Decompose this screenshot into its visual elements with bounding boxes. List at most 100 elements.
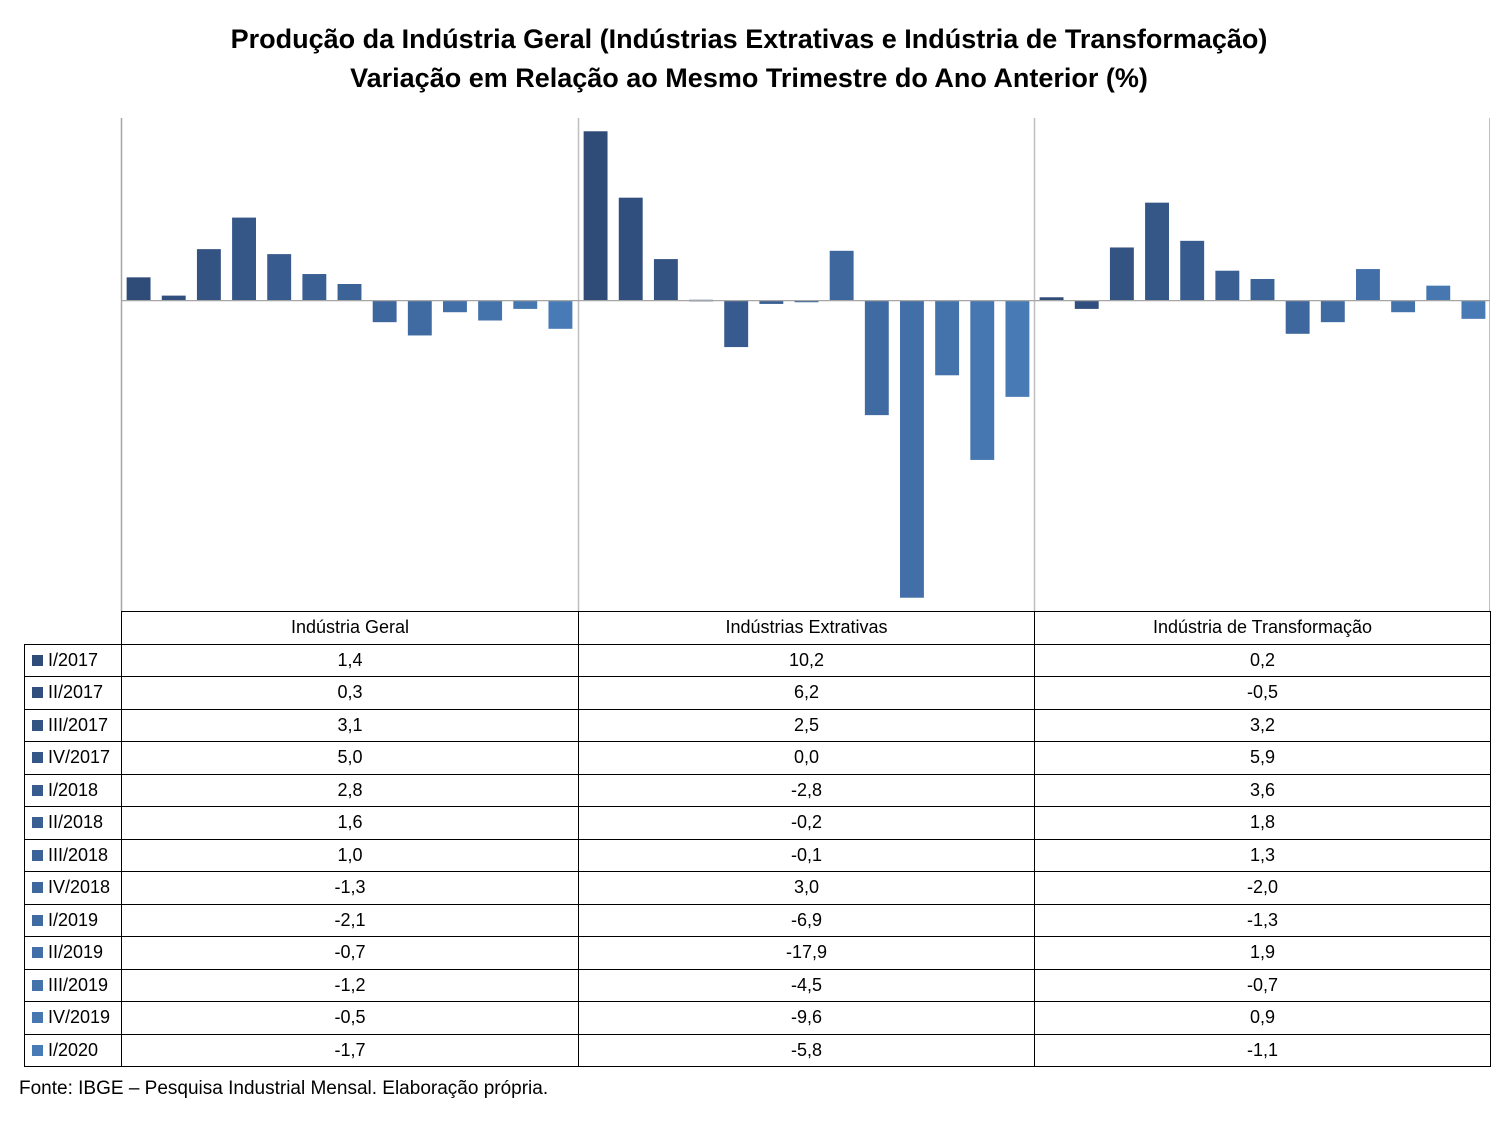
data-value-cell: 2,5 <box>578 708 1035 742</box>
bar <box>794 300 819 303</box>
bar <box>1005 300 1030 397</box>
legend-swatch <box>32 784 43 796</box>
bar <box>1320 300 1345 323</box>
category-label: Indústria Geral <box>121 611 579 645</box>
data-value-cell: -0,5 <box>1034 676 1491 710</box>
data-value-cell: -0,7 <box>1034 968 1491 1002</box>
legend-swatch <box>32 752 43 764</box>
series-legend-cell: IV/2019 <box>24 1001 122 1035</box>
data-value-cell: 5,9 <box>1034 741 1491 775</box>
series-legend-cell: II/2018 <box>24 806 122 840</box>
legend-swatch <box>32 654 43 666</box>
table-row: I/2017 1,4 10,2 0,2 <box>24 643 1491 677</box>
bar <box>759 300 784 304</box>
data-value-cell: 5,0 <box>121 741 579 775</box>
series-name: IV/2017 <box>48 747 111 768</box>
bar <box>583 131 608 301</box>
data-value-cell: 6,2 <box>578 676 1035 710</box>
table-corner-blank <box>24 611 122 645</box>
bar <box>935 300 960 376</box>
data-value-cell: -2,0 <box>1034 871 1491 905</box>
data-value-cell: -0,5 <box>121 1001 579 1035</box>
bar <box>161 295 186 301</box>
bar <box>196 249 221 301</box>
data-value-cell: -1,1 <box>1034 1033 1491 1067</box>
legend-swatch <box>32 817 43 829</box>
bar <box>1356 269 1380 301</box>
data-value-cell: 1,8 <box>1034 806 1491 840</box>
bar <box>618 197 643 301</box>
bar <box>1285 300 1310 334</box>
bar <box>1039 297 1064 301</box>
series-legend-cell: III/2019 <box>24 968 122 1002</box>
table-row: II/2019 -0,7 -17,9 1,9 <box>24 936 1491 970</box>
series-name: I/2020 <box>48 1039 99 1060</box>
series-legend-cell: III/2018 <box>24 838 122 872</box>
data-value-cell: 0,0 <box>578 741 1035 775</box>
legend-swatch <box>32 1044 43 1056</box>
table-row: IV/2018 -1,3 3,0 -2,0 <box>24 871 1491 905</box>
series-name: III/2018 <box>48 844 109 865</box>
bar <box>302 274 327 301</box>
table-row: IV/2017 5,0 0,0 5,9 <box>24 741 1491 775</box>
category-label: Indústria de Transformação <box>1034 611 1491 645</box>
table-row: III/2019 -1,2 -4,5 -0,7 <box>24 968 1491 1002</box>
data-value-cell: -5,8 <box>578 1033 1035 1067</box>
data-value-cell: 3,1 <box>121 708 579 742</box>
bar <box>1215 270 1240 301</box>
data-value-cell: 10,2 <box>578 643 1035 677</box>
table-row: I/2020 -1,7 -5,8 -1,1 <box>24 1033 1491 1067</box>
series-name: III/2019 <box>48 974 109 995</box>
data-value-cell: -1,3 <box>121 871 579 905</box>
series-legend-cell: III/2017 <box>24 708 122 742</box>
series-legend-cell: I/2018 <box>24 773 122 807</box>
data-value-cell: -4,5 <box>578 968 1035 1002</box>
bar <box>337 283 362 301</box>
bar <box>232 217 256 301</box>
data-value-cell: -2,1 <box>121 903 579 937</box>
legend-swatch <box>32 719 43 731</box>
data-value-cell: -0,7 <box>121 936 579 970</box>
series-legend-cell: IV/2017 <box>24 741 122 775</box>
bar <box>126 277 151 301</box>
bar <box>443 300 467 313</box>
legend-swatch <box>32 882 43 894</box>
data-table: Indústria Geral Indústrias Extrativas Indú… <box>24 611 1491 1067</box>
bar <box>1074 300 1099 309</box>
bar <box>653 259 678 301</box>
bar <box>513 300 538 309</box>
data-value-cell: 0,2 <box>1034 643 1491 677</box>
bar <box>724 300 749 348</box>
legend-swatch <box>32 687 43 699</box>
data-value-cell: -0,2 <box>578 806 1035 840</box>
series-legend-cell: I/2017 <box>24 643 122 677</box>
category-label: Indústrias Extrativas <box>578 611 1035 645</box>
bar <box>829 250 854 301</box>
series-name: II/2019 <box>48 942 104 963</box>
data-value-cell: 1,9 <box>1034 936 1491 970</box>
data-value-cell: 3,2 <box>1034 708 1491 742</box>
series-legend-cell: I/2020 <box>24 1033 122 1067</box>
series-name: I/2017 <box>48 649 99 670</box>
series-name: IV/2018 <box>48 877 111 898</box>
source-note: Fonte: IBGE – Pesquisa Industrial Mensal… <box>19 1078 549 1099</box>
chart-title: Produção da Indústria Geral (Indústrias … <box>230 24 1268 54</box>
data-value-cell: 0,9 <box>1034 1001 1491 1035</box>
series-name: III/2017 <box>48 714 109 735</box>
bar <box>1391 300 1416 313</box>
data-value-cell: -1,3 <box>1034 903 1491 937</box>
series-name: II/2017 <box>48 682 104 703</box>
bar <box>407 300 432 336</box>
series-name: I/2018 <box>48 779 99 800</box>
data-value-cell: -1,7 <box>121 1033 579 1067</box>
legend-swatch <box>32 979 43 991</box>
data-value-cell: -9,6 <box>578 1001 1035 1035</box>
bar <box>1145 202 1169 301</box>
table-row: II/2018 1,6 -0,2 1,8 <box>24 806 1491 840</box>
bar <box>1426 285 1451 301</box>
legend-swatch <box>32 1012 43 1024</box>
table-header-row: Indústria Geral Indústrias Extrativas Indú… <box>24 611 1491 645</box>
bar <box>1461 300 1486 319</box>
data-value-cell: -1,2 <box>121 968 579 1002</box>
legend-swatch <box>32 914 43 926</box>
